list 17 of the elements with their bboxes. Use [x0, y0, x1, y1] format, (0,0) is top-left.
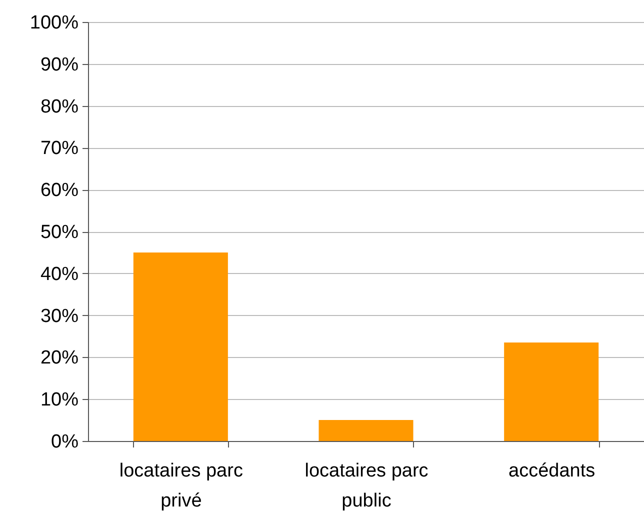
bar: [133, 252, 228, 441]
y-tick-label: 30%: [40, 306, 79, 327]
y-tick-label: 50%: [40, 222, 79, 243]
y-tick-label: 60%: [40, 180, 79, 202]
bar: [318, 420, 414, 441]
y-tick-label: 0%: [51, 432, 79, 452]
x-tick-label: locataires parc privé: [119, 460, 243, 512]
y-tick-label: 70%: [40, 138, 79, 160]
bar: [504, 342, 599, 441]
x-tick-label: locataires parc public: [304, 460, 428, 512]
y-tick-label: 80%: [40, 96, 79, 118]
y-tick-label: 40%: [40, 264, 79, 285]
y-tick-label: 20%: [40, 348, 79, 369]
x-tick-label: accédants: [508, 460, 596, 482]
y-tick-label: 100%: [30, 12, 79, 34]
y-tick-label: 90%: [40, 54, 79, 76]
y-tick-label: 10%: [40, 390, 79, 411]
